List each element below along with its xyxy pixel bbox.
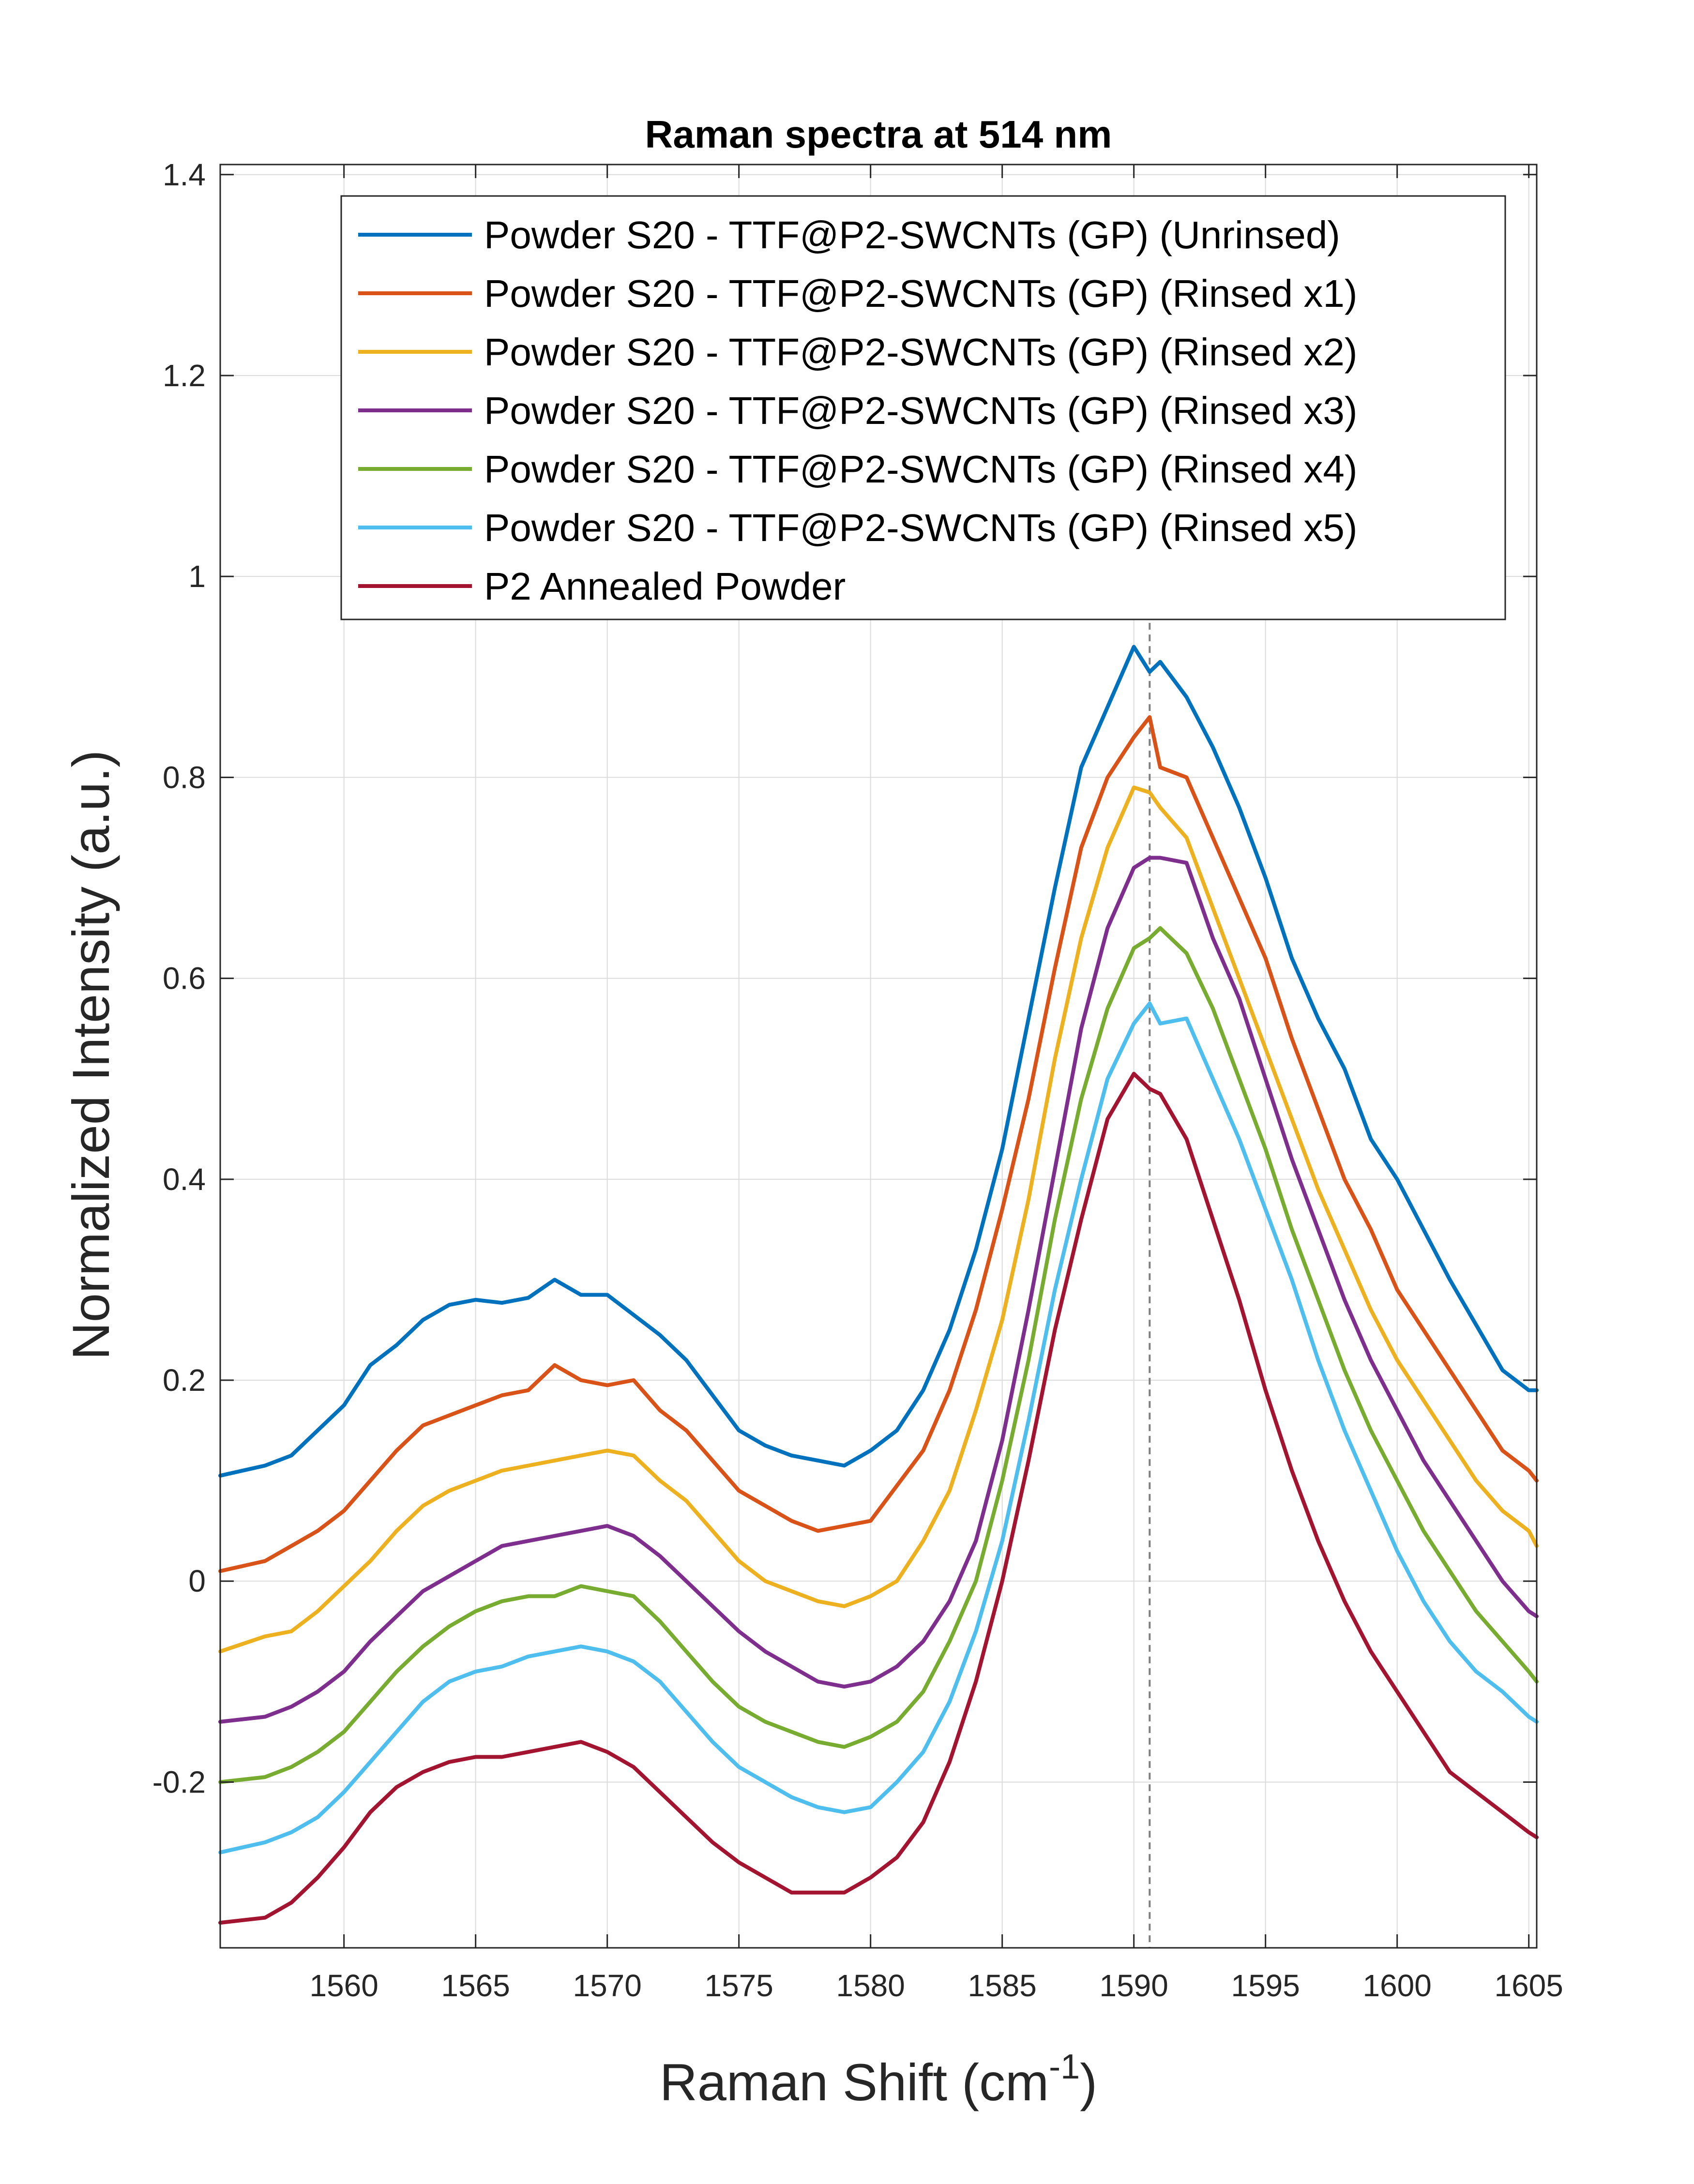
legend-label-7: P2 Annealed Powder [484, 565, 846, 608]
legend: Powder S20 - TTF@P2-SWCNTs (GP) (Unrinse… [340, 195, 1506, 620]
chart-title: Raman spectra at 514 nm [645, 113, 1112, 156]
x-tick-label: 1560 [309, 1968, 378, 2003]
x-tick-label: 1585 [968, 1968, 1036, 2003]
legend-items: Powder S20 - TTF@P2-SWCNTs (GP) (Unrinse… [358, 213, 1358, 608]
y-axis-label: Normalized Intensity (a.u.) [61, 750, 120, 1360]
x-axis-label: Raman Shift (cm-1) [660, 2048, 1097, 2111]
x-axis-label-main: Raman Shift (cm [660, 2053, 1049, 2111]
series-line-1 [218, 645, 1539, 1478]
legend-box [340, 195, 1506, 620]
legend-label-2: Powder S20 - TTF@P2-SWCNTs (GP) (Rinsed … [484, 272, 1358, 315]
x-axis-label-close: ) [1080, 2053, 1097, 2111]
legend-label-3: Powder S20 - TTF@P2-SWCNTs (GP) (Rinsed … [484, 331, 1358, 374]
x-axis-label-superscript: -1 [1049, 2048, 1080, 2086]
x-ticks: 1560 1565 1570 1575 1580 1585 1590 1595 1600 1605 [309, 165, 1563, 2003]
series-line-3 [218, 785, 1539, 1654]
x-tick-label: 1580 [836, 1968, 905, 2003]
y-tick-label: 0.2 [163, 1363, 206, 1398]
y-tick-label: 1.4 [163, 157, 206, 192]
series-line-6 [218, 1001, 1539, 1854]
series-line-4 [218, 856, 1539, 1724]
x-tick-label: 1605 [1494, 1968, 1563, 2003]
x-tick-label: 1590 [1099, 1968, 1168, 2003]
x-tick-label: 1600 [1362, 1968, 1431, 2003]
x-tick-label: 1575 [704, 1968, 773, 2003]
series-lines [218, 645, 1539, 1925]
y-tick-label: 0.8 [163, 760, 206, 795]
series-line-5 [218, 926, 1539, 1784]
y-tick-label: 0 [188, 1564, 206, 1598]
y-tick-label: 0.4 [163, 1162, 206, 1197]
x-tick-label: 1570 [573, 1968, 641, 2003]
x-tick-label: 1595 [1231, 1968, 1300, 2003]
plot-area-box [219, 164, 1538, 1949]
legend-label-1: Powder S20 - TTF@P2-SWCNTs (GP) (Unrinse… [484, 213, 1340, 256]
legend-label-5: Powder S20 - TTF@P2-SWCNTs (GP) (Rinsed … [484, 448, 1358, 491]
legend-label-6: Powder S20 - TTF@P2-SWCNTs (GP) (Rinsed … [484, 506, 1358, 549]
series-line-2 [218, 715, 1539, 1573]
y-tick-label: -0.2 [152, 1764, 206, 1799]
y-tick-label: 0.6 [163, 961, 206, 996]
y-tick-label: 1 [188, 559, 206, 594]
x-tick-label: 1565 [441, 1968, 510, 2003]
series-line-7 [218, 1071, 1539, 1925]
legend-label-4: Powder S20 - TTF@P2-SWCNTs (GP) (Rinsed … [484, 389, 1358, 432]
y-ticks: -0.2 0 0.2 0.4 0.6 0.8 1 1.2 1.4 [152, 157, 1537, 1799]
y-tick-label: 1.2 [163, 358, 206, 393]
